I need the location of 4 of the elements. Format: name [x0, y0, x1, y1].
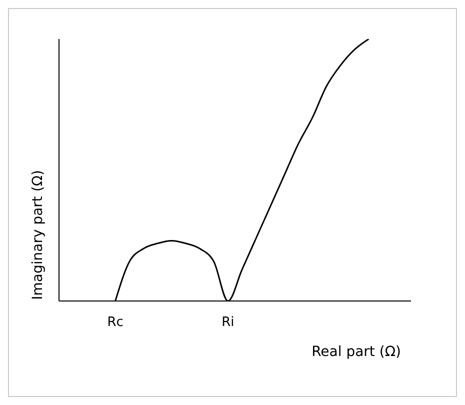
x-tick-label: Rc [107, 315, 124, 330]
x-axis-title: Real part (Ω) [312, 344, 401, 360]
x-tick-label: Ri [222, 315, 234, 330]
y-axis-title: Imaginary part (Ω) [30, 170, 46, 300]
